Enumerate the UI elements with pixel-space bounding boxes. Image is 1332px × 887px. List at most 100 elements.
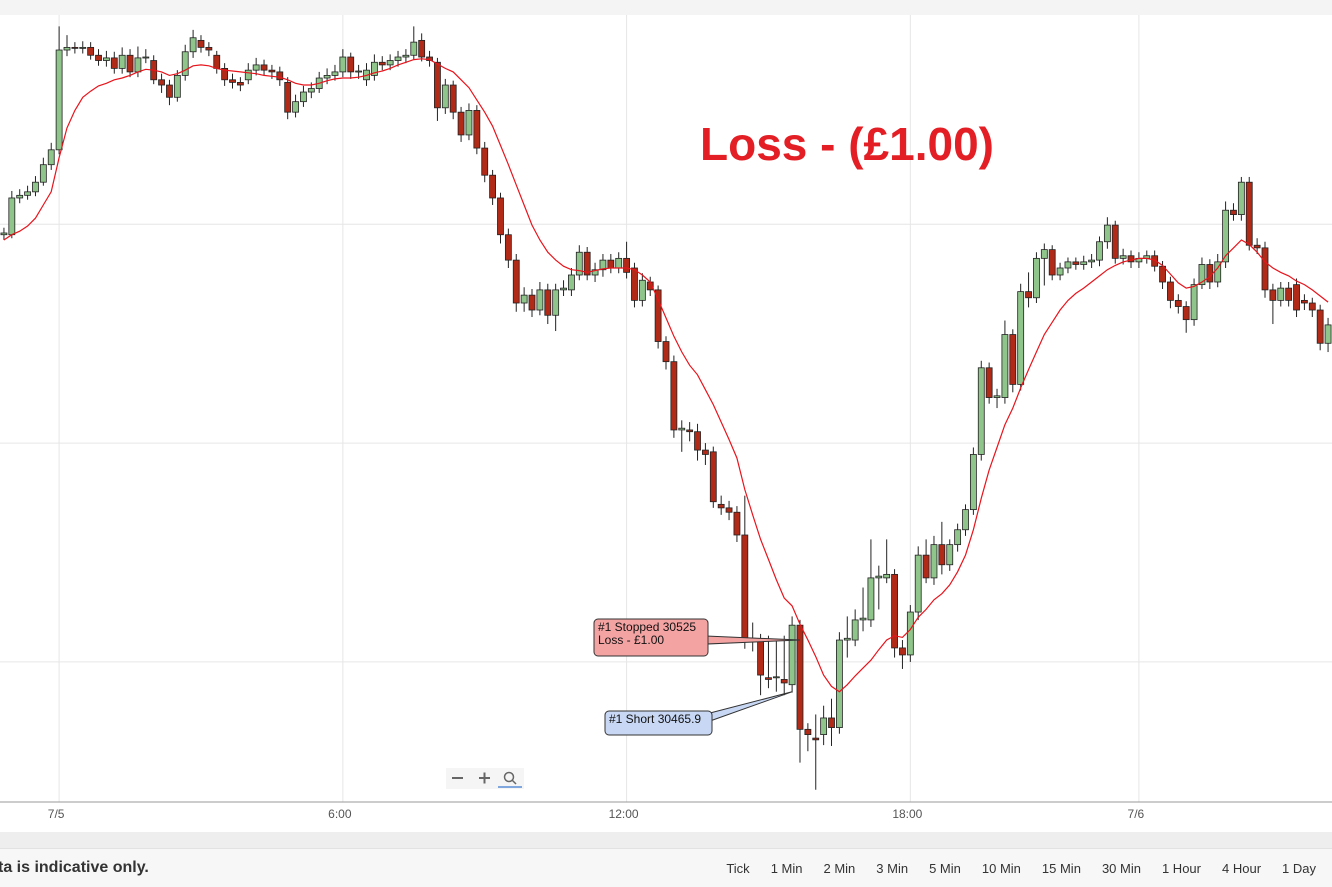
candle-body xyxy=(166,84,173,98)
candle-body xyxy=(504,234,512,261)
candle-body xyxy=(1261,247,1269,291)
candle-body xyxy=(733,511,741,536)
candle-body xyxy=(1253,244,1261,249)
candle-body xyxy=(205,46,213,51)
timeframe-button[interactable]: 1 Min xyxy=(770,860,803,876)
candle-body xyxy=(158,79,165,86)
timeframe-button[interactable]: 10 Min xyxy=(981,860,1021,876)
candle-body xyxy=(654,289,662,342)
candle-body xyxy=(678,427,686,431)
candle-body xyxy=(1088,259,1096,263)
timeframe-button[interactable]: 2 Min xyxy=(823,860,856,876)
candle-body xyxy=(883,573,891,579)
candle-body xyxy=(418,39,426,58)
candle-body xyxy=(859,617,867,621)
candle-body xyxy=(1111,224,1119,259)
zoom-controls xyxy=(446,768,524,789)
candle-body xyxy=(914,554,922,613)
candle-body xyxy=(520,294,528,304)
candle-body xyxy=(717,503,725,509)
timeframe-button[interactable]: 4 Hour xyxy=(1222,860,1262,876)
candle-body xyxy=(615,257,623,269)
candle-body xyxy=(221,68,229,81)
candle-body xyxy=(268,69,276,73)
candle-body xyxy=(1151,255,1159,267)
candle-body xyxy=(1009,334,1017,385)
candle-body xyxy=(930,544,938,579)
x-tick-label: 12:00 xyxy=(609,807,639,821)
candle-body xyxy=(1048,249,1056,276)
candle-body xyxy=(292,101,299,113)
candle-body xyxy=(1198,264,1206,286)
candle-body xyxy=(118,54,126,69)
separator xyxy=(0,832,1332,848)
timeframe-button[interactable]: 1 Hour xyxy=(1161,860,1201,876)
candle-body xyxy=(1293,284,1300,311)
candle-body xyxy=(63,46,71,51)
candle-body xyxy=(662,341,670,363)
candle-body xyxy=(142,56,150,59)
x-tick-label: 6:00 xyxy=(328,807,352,821)
candle-body xyxy=(0,232,8,236)
candle-body xyxy=(772,676,780,679)
candle-body xyxy=(1182,306,1190,321)
candle-body xyxy=(1064,261,1072,269)
callout-text: Loss - £1.00 xyxy=(598,633,664,647)
candle-body xyxy=(39,164,47,183)
x-tick-label: 18:00 xyxy=(892,807,922,821)
timeframe-button[interactable]: 3 Min xyxy=(876,860,909,876)
timeframe-button[interactable]: 15 Min xyxy=(1041,860,1081,876)
candle-body xyxy=(323,75,331,79)
candle-body xyxy=(670,361,678,431)
candle-body xyxy=(796,624,804,730)
candle-body xyxy=(906,611,914,656)
timeframe-button[interactable]: 5 Min xyxy=(929,860,961,876)
candle-body xyxy=(236,82,244,86)
candle-body xyxy=(709,451,717,503)
candle-body xyxy=(1072,261,1080,265)
marks xyxy=(0,26,1332,790)
callout-text: #1 Short 30465.9 xyxy=(609,712,701,726)
candle-body xyxy=(1190,284,1198,321)
candle-body xyxy=(1222,209,1229,263)
candle-body xyxy=(110,57,118,69)
candle-body xyxy=(1206,264,1214,283)
candle-body xyxy=(946,544,954,566)
candle-body xyxy=(638,279,646,301)
candle-body xyxy=(1025,291,1032,299)
timeframe-button[interactable]: 30 Min xyxy=(1101,860,1141,876)
timeframe-button[interactable]: 1 Day xyxy=(1282,860,1316,876)
candle-body xyxy=(1324,324,1332,344)
candle-body xyxy=(552,289,560,316)
zoom-reset[interactable] xyxy=(498,771,522,788)
candle-body xyxy=(993,395,1001,398)
candle-body xyxy=(757,639,764,676)
candle-body xyxy=(394,56,402,61)
candle-body xyxy=(875,575,883,579)
top-strip xyxy=(0,0,1332,15)
callout-pointer xyxy=(709,691,793,722)
candle-body xyxy=(32,181,39,193)
candle-body xyxy=(1080,261,1088,265)
candle-body xyxy=(126,54,134,73)
candle-body xyxy=(284,82,292,113)
candle-body xyxy=(891,573,898,649)
candle-body xyxy=(213,54,221,69)
candle-body xyxy=(1040,249,1048,259)
timeframe-button[interactable]: Tick xyxy=(726,860,750,876)
candle-body xyxy=(599,259,607,271)
candle-body xyxy=(402,54,410,58)
candle-body xyxy=(386,60,394,66)
candle-body xyxy=(197,39,205,48)
candle-body xyxy=(828,717,835,728)
candle-body xyxy=(843,637,851,641)
candle-body xyxy=(741,534,749,641)
zoom-in[interactable] xyxy=(479,772,490,784)
candle-body xyxy=(71,46,79,49)
candle-body xyxy=(473,110,481,149)
candle-body xyxy=(575,251,583,276)
candle-body xyxy=(16,194,24,199)
callout: #1 Short 30465.9 xyxy=(604,691,793,736)
